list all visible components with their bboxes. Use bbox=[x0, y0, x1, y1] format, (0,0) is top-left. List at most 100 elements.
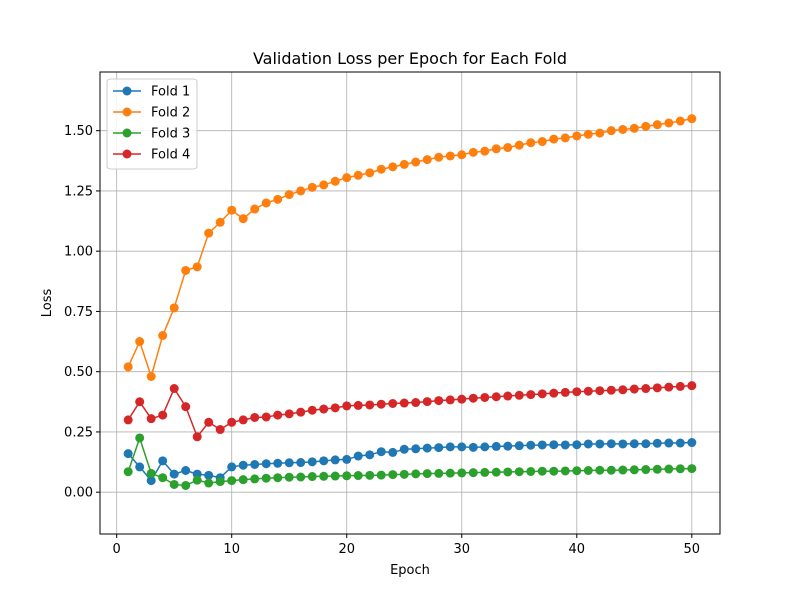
data-point bbox=[618, 385, 628, 395]
data-point bbox=[353, 471, 363, 481]
data-point bbox=[572, 440, 582, 450]
y-tick-label: 1.25 bbox=[64, 184, 93, 199]
data-point bbox=[342, 454, 352, 464]
data-point bbox=[537, 389, 547, 399]
data-point bbox=[526, 390, 536, 400]
data-point bbox=[284, 409, 294, 419]
y-tick-label: 1.50 bbox=[64, 124, 93, 139]
data-point bbox=[549, 440, 559, 450]
data-point bbox=[675, 116, 685, 126]
x-tick-label: 40 bbox=[569, 542, 586, 557]
legend-item: Fold 4 bbox=[113, 148, 190, 163]
data-point bbox=[192, 432, 202, 442]
data-point bbox=[319, 456, 329, 466]
data-point bbox=[250, 474, 260, 484]
data-point bbox=[583, 129, 593, 139]
data-point bbox=[411, 157, 421, 167]
data-point bbox=[181, 465, 191, 475]
y-tick-label: 0.00 bbox=[64, 486, 93, 501]
data-point bbox=[273, 194, 283, 204]
data-point bbox=[503, 441, 513, 451]
data-point bbox=[135, 433, 145, 443]
y-tick-label: 0.75 bbox=[64, 305, 93, 320]
data-point bbox=[595, 465, 605, 475]
data-point bbox=[641, 121, 651, 131]
data-point bbox=[399, 398, 409, 408]
data-point bbox=[514, 467, 524, 477]
data-point bbox=[169, 303, 179, 313]
data-point bbox=[388, 398, 398, 408]
data-point bbox=[491, 441, 501, 451]
data-point bbox=[629, 465, 639, 475]
data-point bbox=[307, 457, 317, 467]
data-point bbox=[503, 467, 513, 477]
x-tick-label: 30 bbox=[453, 542, 470, 557]
data-point bbox=[526, 138, 536, 148]
data-point bbox=[445, 468, 455, 478]
data-point bbox=[273, 473, 283, 483]
data-point bbox=[399, 444, 409, 454]
data-point bbox=[227, 462, 237, 472]
data-point bbox=[422, 443, 432, 453]
data-point bbox=[652, 120, 662, 130]
data-point bbox=[687, 464, 697, 474]
data-point bbox=[284, 458, 294, 468]
series-fold-2 bbox=[123, 114, 697, 382]
data-point bbox=[480, 467, 490, 477]
legend-marker bbox=[122, 128, 132, 138]
data-point bbox=[273, 458, 283, 468]
data-point bbox=[284, 472, 294, 482]
data-point bbox=[261, 473, 271, 483]
data-point bbox=[238, 475, 248, 485]
series-fold-1 bbox=[123, 438, 697, 486]
data-point bbox=[606, 439, 616, 449]
data-point bbox=[606, 126, 616, 136]
data-point bbox=[123, 415, 133, 425]
data-point bbox=[664, 464, 674, 474]
data-point bbox=[399, 159, 409, 169]
data-point bbox=[445, 151, 455, 161]
data-point bbox=[457, 468, 467, 478]
legend-marker bbox=[122, 107, 132, 117]
data-point bbox=[618, 465, 628, 475]
data-point bbox=[641, 465, 651, 475]
data-point bbox=[158, 473, 168, 483]
data-point bbox=[468, 147, 478, 157]
data-point bbox=[687, 381, 697, 391]
data-point bbox=[468, 393, 478, 403]
data-point bbox=[307, 472, 317, 482]
data-point bbox=[503, 143, 513, 153]
data-point bbox=[629, 384, 639, 394]
data-point bbox=[664, 438, 674, 448]
data-point bbox=[146, 414, 156, 424]
data-point bbox=[238, 214, 248, 224]
y-tick-label: 0.25 bbox=[64, 425, 93, 440]
data-point bbox=[422, 397, 432, 407]
data-point bbox=[549, 466, 559, 476]
data-point bbox=[250, 459, 260, 469]
data-point bbox=[192, 475, 202, 485]
data-point bbox=[342, 471, 352, 481]
data-point bbox=[181, 480, 191, 490]
data-point bbox=[422, 155, 432, 165]
data-point bbox=[514, 441, 524, 451]
data-point bbox=[687, 438, 697, 448]
data-point bbox=[250, 204, 260, 214]
x-tick-label: 50 bbox=[684, 542, 701, 557]
data-point bbox=[123, 467, 133, 477]
data-point bbox=[687, 114, 697, 124]
data-point bbox=[468, 442, 478, 452]
data-point bbox=[675, 464, 685, 474]
data-point bbox=[319, 180, 329, 190]
x-tick-label: 0 bbox=[113, 542, 121, 557]
x-tick-label: 20 bbox=[338, 542, 355, 557]
x-tick-label: 10 bbox=[223, 542, 240, 557]
data-point bbox=[457, 150, 467, 160]
data-point bbox=[181, 265, 191, 275]
data-point bbox=[146, 372, 156, 382]
data-point bbox=[261, 412, 271, 422]
legend-label: Fold 4 bbox=[151, 148, 190, 163]
x-axis-label: Epoch bbox=[390, 563, 430, 578]
data-point bbox=[169, 479, 179, 489]
legend-marker bbox=[122, 86, 132, 96]
